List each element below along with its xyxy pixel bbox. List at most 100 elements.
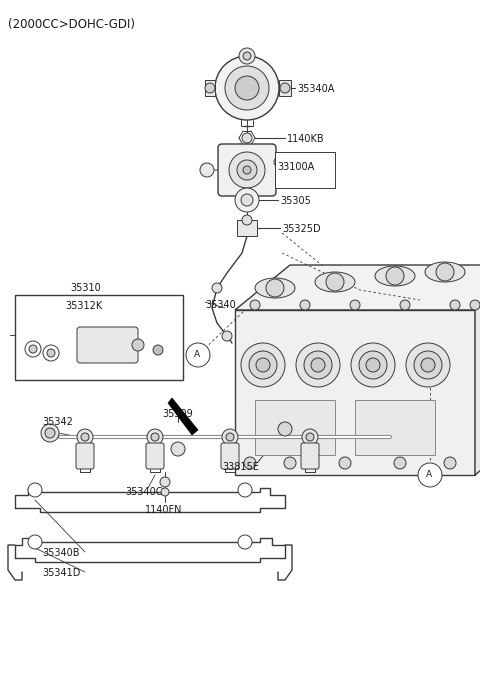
Text: A: A [426, 470, 432, 479]
Circle shape [243, 52, 251, 60]
Ellipse shape [375, 266, 415, 286]
Circle shape [171, 442, 185, 456]
Circle shape [229, 152, 265, 188]
Circle shape [339, 457, 351, 469]
Circle shape [235, 188, 259, 212]
Circle shape [43, 345, 59, 361]
FancyBboxPatch shape [221, 443, 239, 469]
Text: 35310: 35310 [70, 283, 101, 293]
Circle shape [41, 424, 59, 442]
Circle shape [326, 273, 344, 291]
Circle shape [302, 429, 318, 445]
Circle shape [238, 535, 252, 549]
Polygon shape [475, 265, 480, 475]
Circle shape [386, 267, 404, 285]
Polygon shape [205, 80, 215, 96]
Circle shape [25, 341, 41, 357]
Circle shape [222, 331, 232, 341]
Text: 33815E: 33815E [222, 462, 259, 472]
Circle shape [274, 157, 284, 167]
Circle shape [242, 133, 252, 143]
Circle shape [222, 429, 238, 445]
Text: 35305: 35305 [280, 196, 311, 206]
Circle shape [351, 343, 395, 387]
Circle shape [250, 300, 260, 310]
Circle shape [436, 263, 454, 281]
Bar [355, 400, 435, 455]
Circle shape [414, 351, 442, 379]
Circle shape [28, 483, 42, 497]
Circle shape [450, 300, 460, 310]
Circle shape [151, 433, 159, 441]
Circle shape [77, 429, 93, 445]
Circle shape [132, 339, 144, 351]
Circle shape [235, 76, 259, 100]
Text: 33100A: 33100A [277, 162, 314, 172]
Circle shape [394, 457, 406, 469]
Bar [237, 220, 257, 236]
Circle shape [226, 433, 234, 441]
Text: 35340A: 35340A [297, 84, 335, 94]
Circle shape [147, 429, 163, 445]
Text: 1140KB: 1140KB [287, 134, 324, 144]
Circle shape [296, 343, 340, 387]
Text: 35340C: 35340C [125, 487, 163, 497]
Circle shape [284, 457, 296, 469]
Circle shape [359, 351, 387, 379]
Circle shape [249, 351, 277, 379]
Text: 35312K: 35312K [65, 301, 102, 311]
FancyBboxPatch shape [146, 443, 164, 469]
Circle shape [200, 163, 214, 177]
Circle shape [153, 345, 163, 355]
Ellipse shape [255, 278, 295, 298]
FancyBboxPatch shape [77, 327, 138, 363]
Text: 35325D: 35325D [282, 224, 321, 234]
Polygon shape [168, 398, 198, 435]
Text: A: A [194, 350, 200, 359]
Circle shape [47, 349, 55, 357]
Circle shape [280, 83, 290, 93]
Circle shape [266, 279, 284, 297]
Circle shape [161, 488, 169, 496]
Text: 35342: 35342 [42, 417, 73, 427]
Ellipse shape [315, 272, 355, 292]
Text: (2000CC>DOHC-GDI): (2000CC>DOHC-GDI) [8, 18, 135, 31]
Circle shape [239, 48, 255, 64]
Circle shape [237, 160, 257, 180]
Bar [275, 152, 335, 188]
FancyBboxPatch shape [218, 144, 276, 196]
Circle shape [241, 343, 285, 387]
Circle shape [350, 300, 360, 310]
Bar [15, 295, 183, 380]
Polygon shape [235, 310, 475, 475]
Circle shape [242, 215, 252, 225]
Circle shape [28, 535, 42, 549]
Text: 1140FN: 1140FN [145, 505, 182, 515]
Circle shape [306, 433, 314, 441]
FancyBboxPatch shape [76, 443, 94, 469]
Circle shape [45, 428, 55, 438]
Circle shape [160, 477, 170, 487]
Circle shape [366, 358, 380, 372]
Circle shape [418, 463, 442, 487]
Circle shape [400, 300, 410, 310]
Ellipse shape [425, 262, 465, 282]
Circle shape [215, 56, 279, 120]
Circle shape [225, 66, 269, 110]
Circle shape [212, 283, 222, 293]
Circle shape [29, 345, 37, 353]
Text: 35309: 35309 [162, 409, 193, 419]
Circle shape [81, 433, 89, 441]
Circle shape [406, 343, 450, 387]
Circle shape [241, 194, 253, 206]
Circle shape [470, 300, 480, 310]
Circle shape [238, 483, 252, 497]
Text: 35340B: 35340B [42, 548, 80, 558]
Circle shape [300, 300, 310, 310]
Text: 35340: 35340 [205, 300, 236, 310]
Circle shape [311, 358, 325, 372]
Circle shape [278, 422, 292, 436]
Circle shape [186, 343, 210, 367]
Polygon shape [235, 265, 480, 310]
Circle shape [444, 457, 456, 469]
